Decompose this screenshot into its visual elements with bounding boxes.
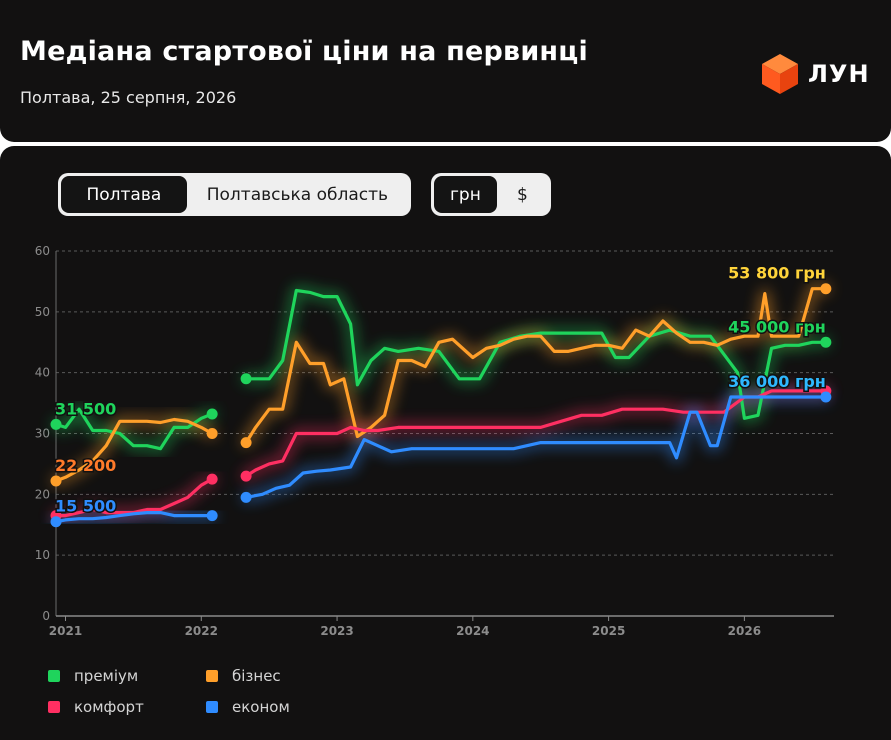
legend: преміум бізнес комфорт економ [48,664,448,734]
legend-swatch-premium [48,670,60,682]
legend-item-econom[interactable]: економ [206,698,290,716]
y-tick-label: 30 [35,427,50,441]
orange-cube-icon [762,54,798,94]
data-annotation: 15 500 [55,497,116,516]
data-annotation: 36 000 грн [728,372,826,391]
series-endpoint [206,408,218,420]
x-tick-label: 2025 [592,624,625,638]
series-endpoint [240,373,252,385]
legend-swatch-econom [206,701,218,713]
x-tick-label: 2024 [456,624,489,638]
series-endpoint [240,470,252,482]
legend-swatch-comfort [48,701,60,713]
series-line [244,395,828,499]
x-tick-label: 2021 [49,624,82,638]
legend-item-comfort[interactable]: комфорт [48,698,144,716]
series-endpoint [206,510,218,522]
line-chart: 0 10 20 30 40 50 60 2021 2022 2023 2024 2025 2026 31 … [35,244,834,638]
currency-switch: грн $ [431,173,551,216]
x-tick-label: 2022 [185,624,218,638]
tab-poltava-oblast[interactable]: Полтавська область [206,184,389,205]
series-endpoint [206,428,218,439]
series-endpoint [240,437,252,449]
series-endpoint [50,418,62,430]
series-line [54,511,214,524]
logo-text: ЛУН [808,60,870,88]
page-title: Медіана стартової ціни на первинці [20,36,588,67]
series-line [54,407,214,451]
series-endpoint [820,283,832,295]
legend-swatch-business [206,670,218,682]
y-tick-label: 60 [35,244,50,258]
series-line [244,287,828,445]
data-annotation: 22 200 [55,456,116,475]
legend-item-business[interactable]: бізнес [206,667,281,685]
x-tick-label: 2023 [320,624,353,638]
page-subtitle: Полтава, 25 серпня, 2026 [20,88,237,107]
series-endpoint [240,491,252,503]
data-annotation: 45 000 грн [728,317,826,336]
y-tick-label: 40 [35,366,50,380]
series-endpoint [820,391,832,403]
legend-label-comfort: комфорт [74,698,144,716]
data-annotation: 53 800 грн [728,264,826,283]
legend-label-premium: преміум [74,667,139,685]
region-switch: Полтава Полтавська область [58,173,411,216]
legend-label-business: бізнес [232,667,281,685]
data-annotation: 31 500 [55,399,116,418]
tab-poltava[interactable]: Полтава [61,176,187,213]
x-tick-label: 2026 [728,624,761,638]
legend-item-premium[interactable]: преміум [48,667,138,685]
series-endpoint [50,475,62,487]
header-card: Медіана стартової ціни на первинці Полта… [0,0,891,142]
tab-usd[interactable]: $ [517,184,528,205]
tab-uah[interactable]: грн [434,176,497,213]
series-endpoint [820,336,832,348]
y-tick-label: 10 [35,548,50,562]
y-tick-label: 50 [35,305,50,319]
series-endpoint [206,473,218,485]
series-endpoint [50,516,62,528]
lun-logo[interactable]: ЛУН [760,52,872,96]
y-tick-label: 0 [42,609,50,623]
series-line [54,417,214,483]
legend-label-econom: економ [232,698,290,716]
chart-card: Полтава Полтавська область грн $ преміум… [0,146,891,740]
y-tick-label: 20 [35,487,50,501]
